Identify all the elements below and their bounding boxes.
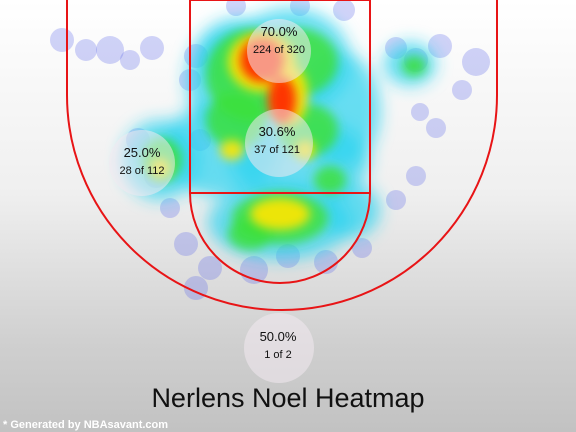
paint-lane — [189, 0, 371, 194]
zone-pct: 30.6% — [258, 124, 296, 139]
zone-label-restricted-area: 70.0% 224 of 320 — [234, 25, 324, 56]
scatter-bubble — [406, 166, 426, 186]
three-point-line — [66, 0, 498, 311]
scatter-bubble — [352, 238, 372, 258]
scatter-bubble — [226, 0, 246, 16]
scatter-bubble — [462, 48, 490, 76]
scatter-bubble — [140, 36, 164, 60]
zone-pct: 25.0% — [123, 145, 161, 160]
zone-pct: 70.0% — [260, 24, 298, 39]
scatter-bubble — [333, 0, 355, 21]
zone-bubble-backcourt — [244, 313, 314, 383]
zone-count: 28 of 112 — [119, 165, 165, 177]
court-lines — [66, 0, 498, 311]
scatter-bubble — [174, 232, 198, 256]
scatter-bubble — [386, 190, 406, 210]
zone-bubble-left-midrange — [109, 130, 175, 196]
scatter-bubble — [198, 256, 222, 280]
scatter-bubble — [120, 50, 140, 70]
heat-blob — [314, 166, 346, 194]
zone-count: 1 of 2 — [264, 349, 292, 361]
heat-blob — [220, 140, 244, 160]
zone-count: 224 of 320 — [253, 44, 305, 56]
scatter-bubble — [452, 80, 472, 100]
scatter-bubble — [160, 198, 180, 218]
zone-pct: 50.0% — [259, 329, 297, 344]
scatter-bubble — [314, 250, 338, 274]
zone-label-left-midrange: 25.0% 28 of 112 — [97, 146, 187, 177]
zone-count: 37 of 121 — [254, 144, 300, 156]
zone-label-backcourt: 50.0% 1 of 2 — [233, 330, 323, 361]
zone-bubble-restricted-area — [247, 19, 311, 83]
zone-bubbles — [109, 19, 314, 383]
heat-blob — [250, 198, 310, 230]
chart-title: Nerlens Noel Heatmap — [151, 383, 425, 413]
scatter-bubble — [428, 34, 452, 58]
scatter-bubble — [75, 39, 97, 61]
zone-label-paint: 30.6% 37 of 121 — [232, 125, 322, 156]
zone-bubble-paint — [245, 109, 313, 177]
scatter-bubble — [411, 103, 429, 121]
credit-text: * Generated by NBAsavant.com — [3, 419, 169, 431]
heat-blob — [402, 56, 426, 76]
scatter-bubble — [50, 28, 74, 52]
scatter-bubble — [426, 118, 446, 138]
free-throw-arc — [189, 192, 371, 284]
scatter-bubble — [96, 36, 124, 64]
